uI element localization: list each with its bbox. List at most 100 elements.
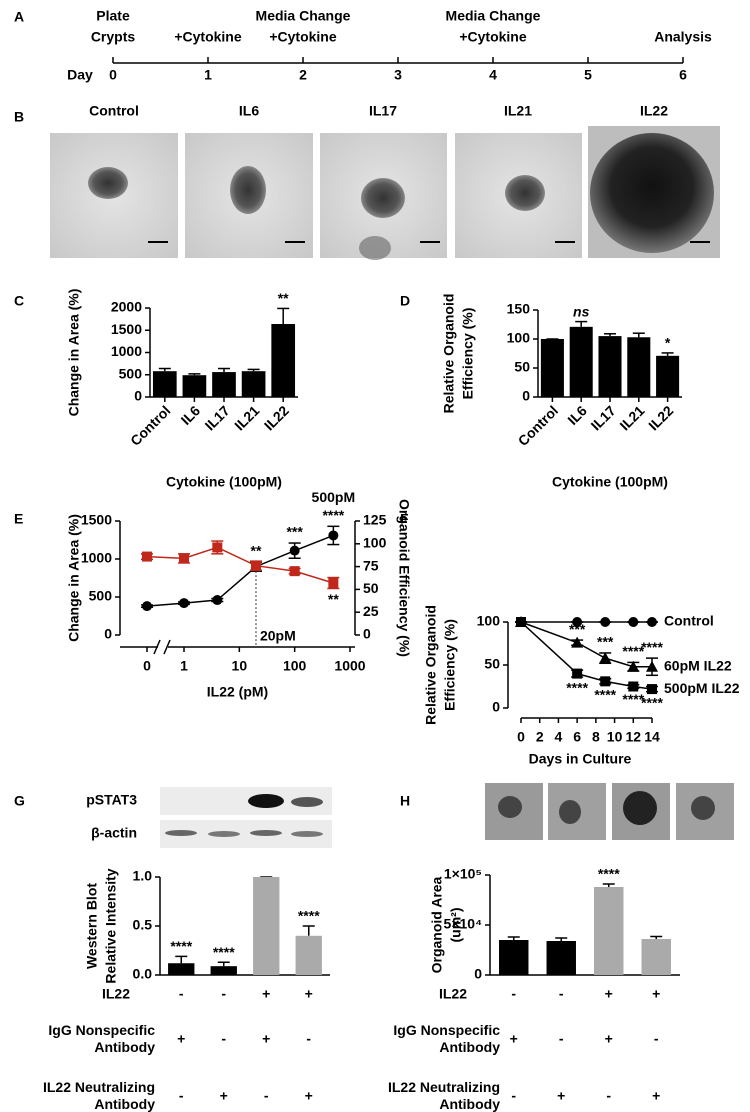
debris: [359, 236, 391, 260]
condition-name: Antibody: [94, 1096, 155, 1112]
western-blot: [160, 787, 332, 848]
bar: [594, 887, 624, 975]
y-tick-label: 0: [492, 699, 500, 715]
marker: [647, 617, 657, 627]
y-axis-label: Relative Intensity: [103, 868, 119, 983]
organoid: [590, 133, 714, 253]
condition-sign: -: [654, 1031, 659, 1047]
y-tick-label: 500: [89, 588, 113, 604]
panel-label: D: [400, 293, 410, 309]
x-tick-label: 0: [143, 658, 151, 674]
bar: [168, 963, 195, 975]
bar: [499, 940, 529, 975]
condition-name: IgG Nonspecific: [48, 1022, 155, 1038]
event-text: Plate: [96, 8, 130, 24]
series-line: [146, 534, 334, 607]
condition-sign: -: [511, 986, 516, 1002]
organoid: [88, 167, 128, 199]
marker: [572, 668, 583, 679]
axis-break: [163, 639, 171, 655]
organoid: [230, 166, 266, 214]
blot-band: [250, 830, 282, 836]
condition-sign: -: [306, 1031, 311, 1047]
condition-sign: +: [510, 1031, 518, 1047]
condition-sign: -: [179, 986, 184, 1002]
marker: [628, 681, 639, 692]
panel-label: F: [400, 511, 409, 527]
condition-sign: -: [559, 986, 564, 1002]
marker: [571, 636, 584, 648]
y-tick-label: 150: [507, 301, 531, 317]
image-title: IL22: [640, 103, 668, 119]
x-tick-label: 0: [517, 729, 525, 745]
marker: [289, 566, 300, 577]
x-tick-label: 12: [625, 729, 641, 745]
marker: [328, 578, 339, 589]
marker: [179, 553, 189, 564]
y-tick-label: 0: [522, 388, 530, 404]
condition-sign: +: [605, 986, 613, 1002]
y2-tick-label: 75: [363, 557, 379, 573]
y-tick-label: 1×10⁵: [444, 866, 482, 882]
condition-name: IL22 Neutralizing: [43, 1079, 155, 1095]
condition-name: IL22: [102, 986, 130, 1002]
x-tick-label: Control: [515, 402, 562, 449]
y-tick-label: 2000: [111, 299, 142, 315]
bar: [627, 337, 651, 397]
event-text: Media Change: [446, 8, 541, 24]
significance: **: [328, 591, 339, 607]
bar: [182, 375, 207, 397]
significance: ns: [573, 303, 590, 319]
marker: [212, 542, 223, 553]
series-label: 60pM IL22: [664, 657, 732, 673]
y-tick-label: 0.0: [133, 966, 153, 982]
y-tick-label: 50: [514, 359, 530, 375]
condition-sign: -: [221, 986, 226, 1002]
significance: **: [251, 543, 262, 559]
y2-tick-label: 100: [363, 535, 387, 551]
condition-sign: -: [606, 1088, 611, 1104]
y-tick-label: 1500: [81, 512, 112, 528]
marker: [647, 684, 657, 695]
significance: ***: [569, 621, 586, 637]
organoid: [623, 791, 657, 825]
image-title: Control: [89, 103, 139, 119]
day-number: 0: [109, 67, 117, 83]
x-axis-label: Days in Culture: [529, 751, 632, 767]
y-axis-label: Change in Area (%): [66, 289, 82, 417]
y-axis-label: Efficiency (%): [442, 619, 458, 711]
event-text: +Cytokine: [174, 29, 242, 45]
blot-band: [291, 797, 323, 807]
bar: [295, 935, 322, 975]
x-tick-label: 10: [607, 729, 623, 745]
y-tick-label: 100: [477, 613, 501, 629]
bar: [540, 339, 564, 397]
marker: [328, 530, 339, 541]
day-number: 2: [299, 67, 307, 83]
condition-name: IL22: [439, 986, 467, 1002]
significance: ****: [566, 680, 588, 696]
y-tick-label: 1000: [81, 550, 112, 566]
significance: ***: [286, 524, 303, 540]
x-tick-label: 1: [180, 658, 188, 674]
image-title: IL17: [369, 103, 397, 119]
series-line: [146, 546, 334, 584]
significance: ****: [594, 687, 616, 703]
panel-label: C: [14, 293, 24, 309]
bar: [641, 939, 671, 975]
marker: [646, 660, 658, 672]
blot-label: pSTAT3: [86, 792, 137, 808]
y-tick-label: 0.5: [133, 917, 153, 933]
significance: *: [665, 335, 671, 351]
point-label: 500pM: [312, 489, 356, 505]
blot-band: [165, 830, 197, 836]
y2-tick-label: 0: [363, 626, 371, 642]
significance: ****: [622, 691, 644, 707]
condition-sign: -: [559, 1031, 564, 1047]
marker: [628, 617, 639, 627]
panel-label: B: [14, 109, 24, 125]
x-tick-label: IL21: [231, 402, 262, 433]
x-tick-label: IL6: [178, 402, 204, 428]
series-label: Control: [664, 613, 714, 629]
